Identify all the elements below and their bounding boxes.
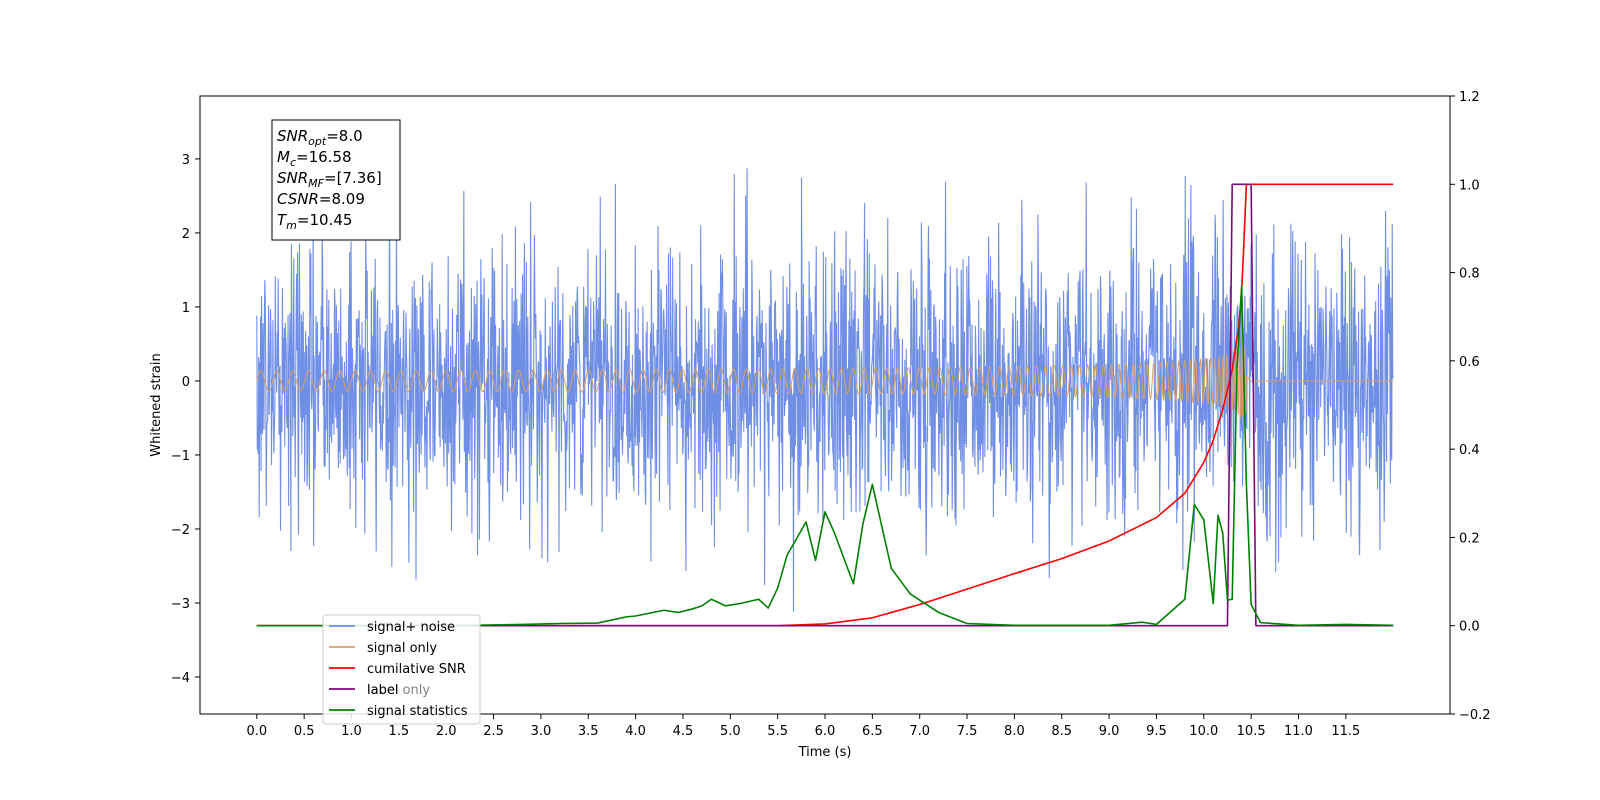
x-tick-label: 10.5	[1237, 724, 1266, 739]
legend-box	[322, 614, 481, 725]
legend-entry: signal+ noise	[367, 620, 455, 635]
annotation-line: SNRopt=8.0	[277, 127, 363, 148]
x-tick-label: 3.5	[578, 724, 599, 739]
y-tick-label: 3	[182, 153, 190, 168]
y-tick-label: 2	[182, 227, 190, 242]
annotation-line: SNRMF=[7.36]	[277, 169, 382, 190]
series-signal-only-line	[256, 344, 1394, 418]
x-tick-label: 4.0	[625, 724, 646, 739]
x-tick-label: 7.5	[957, 724, 978, 739]
y-axis-right: −0.2 0.0 0.2 0.4 0.6 0.8 1.0 1.2	[1450, 90, 1491, 723]
x-axis: 0.0 0.5 1.0 1.5 2.0 2.5 3.0 3.5 4.0 4.5 5.0 5.5 6.0 6…	[246, 714, 1360, 739]
y2-tick-label: 0.6	[1459, 355, 1480, 370]
y-axis-left: −4 −3 −2 −1 0 1 2 3	[171, 153, 200, 686]
x-tick-label: 11.0	[1284, 724, 1313, 739]
y-tick-label: −1	[171, 449, 190, 464]
x-tick-label: 5.0	[720, 724, 741, 739]
legend-entry-hidden: label only	[367, 683, 430, 698]
legend-entry: signal only	[367, 641, 437, 656]
y2-tick-label: 0.2	[1459, 531, 1480, 546]
x-tick-label: 5.5	[767, 724, 788, 739]
x-tick-label: 1.5	[389, 724, 410, 739]
series-layer	[256, 154, 1394, 627]
x-tick-label: 0.5	[294, 724, 315, 739]
x-tick-label: 7.0	[909, 724, 930, 739]
series-signal-statistics-line	[256, 285, 1394, 627]
y2-tick-label: 0.8	[1459, 267, 1480, 282]
x-tick-label: 2.0	[436, 724, 457, 739]
y2-tick-label: 1.0	[1459, 178, 1480, 193]
y-tick-label: −2	[171, 523, 190, 538]
x-tick-label: 10.0	[1189, 724, 1218, 739]
legend-entry: cumilative SNR	[367, 662, 466, 677]
y-tick-label: −3	[171, 597, 190, 612]
y-axis-label: Whitened strain	[149, 353, 164, 456]
x-tick-label: 0.0	[246, 724, 267, 739]
x-tick-label: 9.5	[1146, 724, 1167, 739]
y-tick-label: 0	[182, 375, 190, 390]
y2-tick-label: 0.0	[1459, 620, 1480, 635]
legend-entry: signal statistics	[367, 704, 468, 719]
x-tick-label: 4.5	[673, 724, 694, 739]
legend-entry: label	[367, 683, 398, 698]
x-tick-label: 1.0	[341, 724, 362, 739]
x-tick-label: 3.0	[531, 724, 552, 739]
x-tick-label: 6.0	[815, 724, 836, 739]
y2-tick-label: 0.4	[1459, 443, 1480, 458]
x-tick-label: 9.0	[1099, 724, 1120, 739]
annotation-line: Mc=16.58	[277, 148, 352, 169]
y-tick-label: 1	[182, 301, 190, 316]
legend: signal+ noise signal only cumilative SNR la…	[322, 614, 481, 725]
x-tick-label: 6.5	[862, 724, 883, 739]
series-signal-noise-line	[256, 154, 1394, 612]
x-tick-label: 11.5	[1331, 724, 1360, 739]
x-tick-label: 8.5	[1051, 724, 1072, 739]
annotation-line: Tm=10.45	[277, 211, 352, 232]
y-tick-label: −4	[171, 671, 190, 686]
y2-tick-label: 1.2	[1459, 90, 1480, 105]
x-axis-label: Time (s)	[798, 745, 852, 760]
y2-tick-label: −0.2	[1459, 708, 1491, 723]
x-tick-label: 2.5	[483, 724, 504, 739]
annotation-line: CSNR=8.09	[277, 190, 365, 208]
x-tick-label: 8.0	[1004, 724, 1025, 739]
